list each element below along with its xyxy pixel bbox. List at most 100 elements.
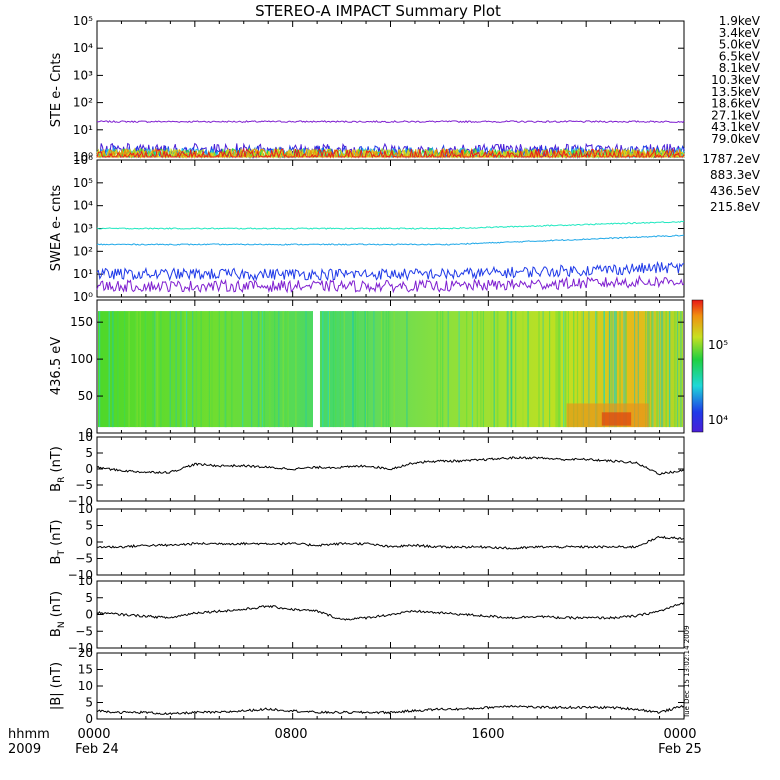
swea-series-line bbox=[96, 260, 685, 282]
heatmap-streak bbox=[436, 311, 438, 428]
date-start: Feb 24 bbox=[75, 742, 119, 757]
x-tick-0800: 0800 bbox=[274, 727, 307, 742]
heatmap-streak bbox=[332, 311, 335, 428]
ste-panel-frame bbox=[96, 20, 685, 158]
heatmap-streak bbox=[382, 311, 384, 428]
ste-y-tick-label: 10⁰ bbox=[73, 150, 93, 164]
bt-y-tick-label: −5 bbox=[75, 552, 93, 566]
br-ylabel: BR (nT) bbox=[49, 446, 67, 492]
heatmap-streak bbox=[637, 311, 639, 428]
ste-legend-label: 6.5keV bbox=[719, 49, 761, 63]
heatmap-streak bbox=[651, 311, 653, 428]
br-series-line bbox=[96, 455, 685, 476]
swea-legend-label: 436.5eV bbox=[710, 184, 761, 198]
heatmap-streak bbox=[117, 311, 119, 428]
swea-ylabel: SWEA e- cnts bbox=[49, 185, 64, 272]
heatmap-streak bbox=[623, 311, 625, 428]
heatmap-streak bbox=[195, 311, 198, 428]
bn-y-tick-label: −5 bbox=[75, 624, 93, 638]
heatmap-streak bbox=[327, 311, 329, 428]
heatmap-streak bbox=[322, 311, 324, 428]
heatmap-streak bbox=[365, 311, 368, 428]
heatmap-streak bbox=[367, 311, 369, 428]
colorbar-tick-label: 10⁴ bbox=[708, 413, 728, 427]
heatmap-streak bbox=[648, 311, 650, 428]
heatmap-streak bbox=[588, 311, 590, 428]
swea-legend-label: 1787.2eV bbox=[702, 152, 760, 166]
ste-legend-label: 79.0keV bbox=[711, 132, 761, 146]
pad-y-tick-label: 100 bbox=[70, 352, 93, 366]
br-panel-frame bbox=[96, 436, 685, 502]
heatmap-streak bbox=[282, 311, 284, 428]
bn-ylabel: BN (nT) bbox=[49, 591, 67, 637]
heatmap-streak bbox=[124, 311, 126, 428]
heatmap-streak bbox=[274, 311, 276, 428]
heatmap-streak bbox=[549, 311, 551, 428]
bt-y-tick-label: −10 bbox=[68, 568, 93, 582]
heatmap-streak bbox=[393, 311, 395, 428]
swea-y-tick-label: 10⁰ bbox=[73, 290, 93, 304]
heatmap-streak bbox=[134, 311, 137, 428]
ste-legend-label: 10.3keV bbox=[711, 73, 761, 87]
heatmap-streak bbox=[200, 311, 202, 428]
heatmap-streak bbox=[136, 311, 138, 428]
footer-year-label: 2009 bbox=[8, 742, 41, 757]
br-y-tick-label: 0 bbox=[85, 462, 93, 476]
heatmap-streak bbox=[662, 311, 664, 428]
heatmap-streak bbox=[231, 311, 233, 428]
date-end: Feb 25 bbox=[658, 742, 702, 757]
heatmap-streak bbox=[357, 311, 359, 428]
heatmap-streak bbox=[645, 311, 647, 428]
heatmap-streak bbox=[559, 311, 561, 428]
swea-series-line bbox=[96, 274, 685, 294]
heatmap-streak bbox=[184, 311, 186, 428]
run-timestamp: Tue Dec 15 13:02:14 2009 bbox=[683, 625, 691, 719]
x-tick-0000-end: 0000 bbox=[663, 727, 696, 742]
heatmap-streak bbox=[567, 311, 569, 428]
heatmap-streak bbox=[624, 311, 626, 428]
bn-y-tick-label: 10 bbox=[78, 574, 93, 588]
pad-y-tick-label: 0 bbox=[85, 426, 93, 440]
heatmap-streak bbox=[447, 311, 449, 428]
ste-legend-label: 27.1keV bbox=[711, 108, 761, 122]
bmag-y-tick-label: 10 bbox=[78, 679, 93, 693]
heatmap-streak bbox=[160, 311, 162, 428]
heatmap-streak bbox=[490, 311, 492, 428]
heatmap-streak bbox=[269, 311, 271, 428]
bmag-panel-frame bbox=[96, 652, 685, 720]
heatmap-streak bbox=[354, 311, 357, 428]
bt-y-tick-label: 0 bbox=[85, 535, 93, 549]
heatmap-streak bbox=[674, 311, 676, 428]
heatmap-streak bbox=[522, 311, 524, 428]
bt-y-tick-label: 5 bbox=[85, 519, 93, 533]
heatmap-streak bbox=[609, 311, 611, 428]
heatmap-streak bbox=[192, 311, 194, 428]
heatmap-streak bbox=[507, 311, 509, 428]
ste-y-tick-label: 10⁵ bbox=[73, 14, 93, 28]
heatmap-streak bbox=[665, 311, 667, 428]
heatmap-streak bbox=[557, 311, 559, 428]
br-y-tick-label: 5 bbox=[85, 446, 93, 460]
heatmap-streak bbox=[647, 311, 649, 428]
ste-legend-label: 8.1keV bbox=[719, 61, 761, 75]
panels: 10⁰ 10¹ 10² 10³ 10⁴ 10⁵ STE e- Cnts 1.9keV3.4ke… bbox=[49, 14, 761, 726]
heatmap-streak bbox=[573, 311, 575, 428]
heatmap-data-gap bbox=[312, 309, 320, 430]
heatmap-streak bbox=[145, 311, 147, 428]
swea-y-tick-label: 10⁵ bbox=[73, 176, 93, 190]
bn-y-tick-label: −10 bbox=[68, 641, 93, 655]
heatmap-streak bbox=[335, 311, 337, 428]
heatmap-streak bbox=[385, 311, 387, 428]
bmag-series-line bbox=[96, 704, 685, 716]
heatmap-streak bbox=[373, 311, 375, 428]
bmag-y-tick-label: 0 bbox=[85, 712, 93, 726]
heatmap-streak bbox=[625, 311, 627, 428]
heatmap-streak bbox=[155, 311, 157, 428]
heatmap-streak bbox=[406, 311, 408, 428]
heatmap-streak bbox=[180, 311, 182, 428]
heatmap-streak bbox=[558, 311, 560, 428]
heatmap-streak bbox=[442, 311, 444, 428]
heatmap-streak bbox=[563, 311, 565, 428]
heatmap-streak bbox=[527, 311, 529, 428]
heatmap-streak bbox=[581, 311, 583, 428]
